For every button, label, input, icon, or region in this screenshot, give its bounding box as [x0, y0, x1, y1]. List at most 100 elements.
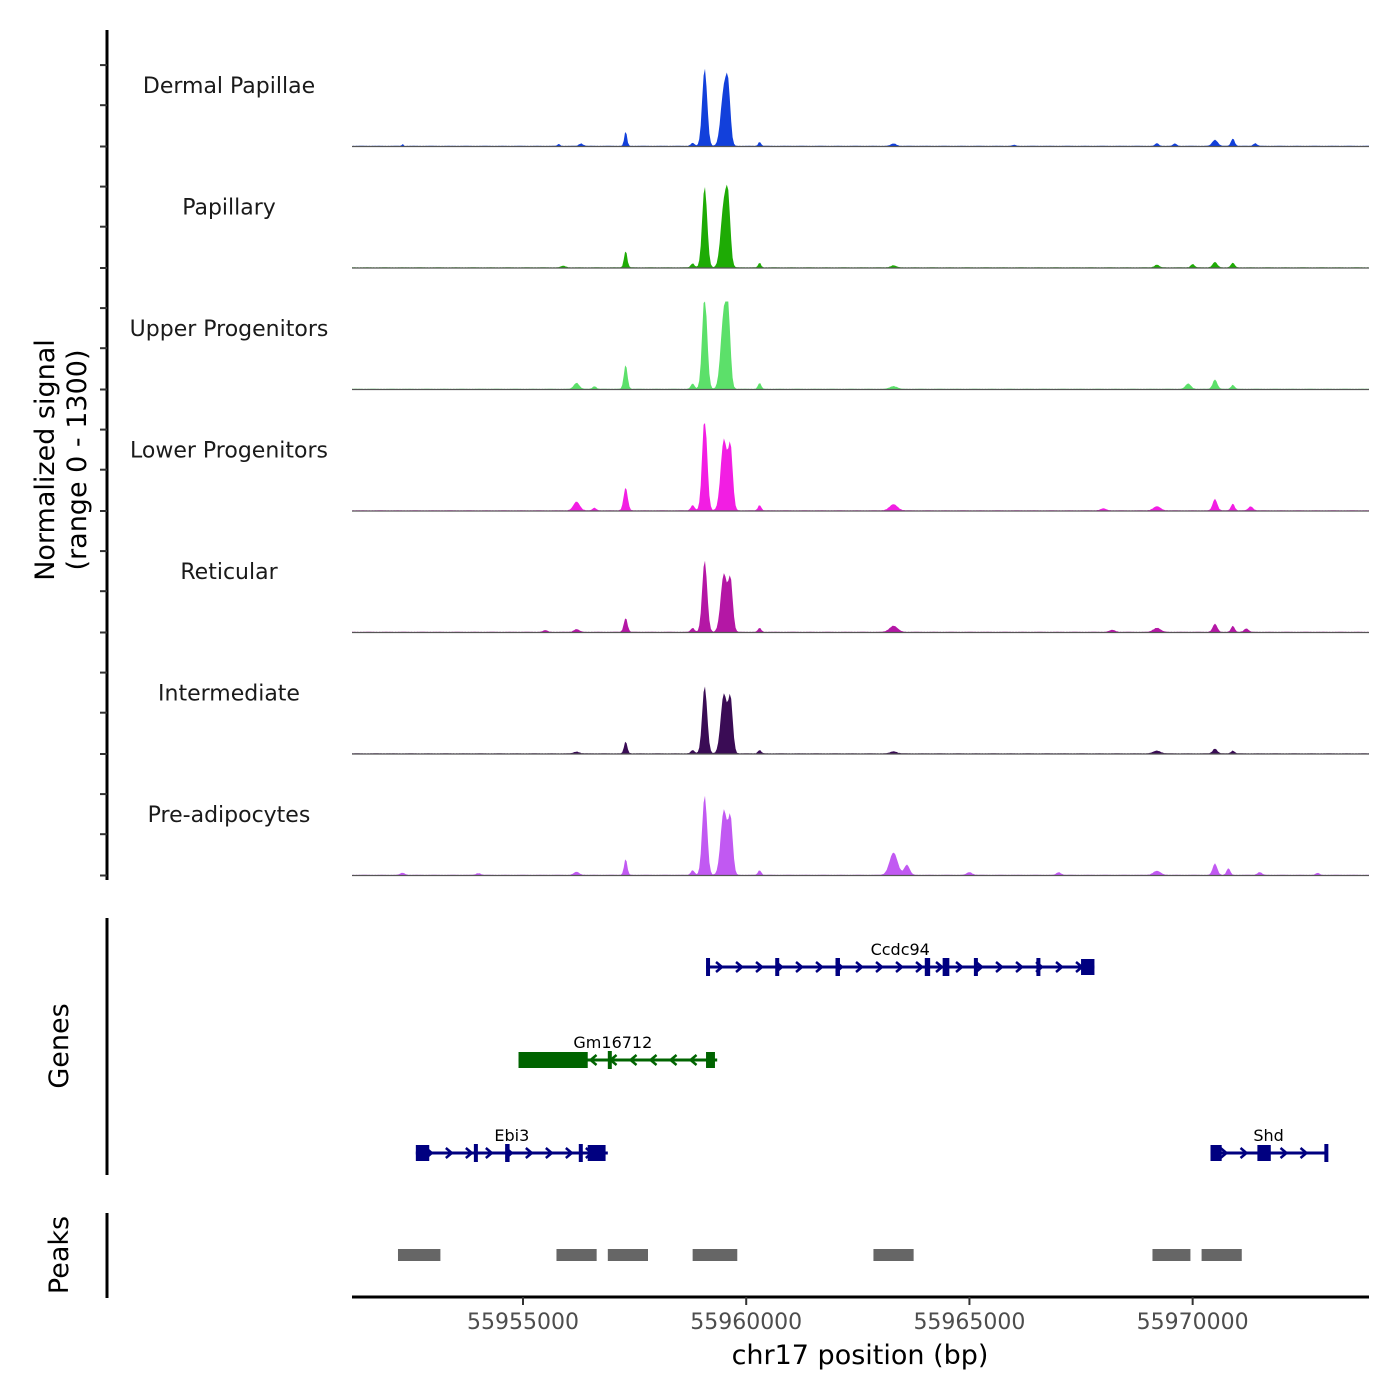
- signal-area: [352, 686, 1369, 754]
- gene-exon: [518, 1052, 588, 1068]
- signal-track-pre-adipocytes: Pre-adipocytes: [148, 795, 1369, 877]
- strand-arrow-icon: [525, 1147, 534, 1159]
- track-label: Reticular: [180, 560, 278, 585]
- signal-area: [352, 301, 1369, 390]
- peak-region: [556, 1249, 597, 1261]
- gene-ccdc94: Ccdc94: [706, 940, 1095, 976]
- gene-exon: [505, 1144, 510, 1162]
- x-ticks: 55955000 55960000 55965000 55970000: [467, 1297, 1249, 1335]
- peak-region: [607, 1249, 648, 1261]
- track-label: Lower Progenitors: [130, 439, 328, 464]
- genes-axis-title: Genes: [44, 1003, 75, 1088]
- strand-arrow-icon: [895, 961, 904, 973]
- track-label: Pre-adipocytes: [148, 803, 311, 828]
- gene-label: Shd: [1253, 1126, 1283, 1145]
- gene-exon: [924, 958, 931, 976]
- gene-exon: [1324, 1144, 1329, 1162]
- peak-region: [873, 1249, 914, 1261]
- strand-arrow-icon: [935, 961, 944, 973]
- strand-arrow-icon: [755, 961, 764, 973]
- signal-tracks: Dermal Papillae Papillary Upper Progenitor…: [130, 68, 1369, 877]
- strand-arrow-icon: [688, 1054, 698, 1066]
- strand-arrow-icon: [1279, 1147, 1289, 1159]
- strand-arrow-icon: [1055, 961, 1064, 973]
- peak-region: [692, 1249, 738, 1261]
- gene-track: Ccdc94 Gm16712 Ebi3 Shd: [415, 940, 1329, 1162]
- strand-arrow-icon: [588, 1054, 598, 1066]
- peak-region: [1201, 1249, 1242, 1261]
- track-label: Intermediate: [158, 682, 300, 707]
- strand-arrow-icon: [875, 961, 884, 973]
- strand-arrow-icon: [975, 961, 984, 973]
- signal-track-upper-progenitors: Upper Progenitors: [130, 301, 1369, 391]
- x-tick-label: 55960000: [690, 1310, 802, 1335]
- gene-exon: [835, 958, 840, 976]
- strand-arrow-icon: [465, 1147, 474, 1159]
- strand-arrow-icon: [445, 1147, 454, 1159]
- gene-exon: [587, 1145, 606, 1161]
- signal-track-reticular: Reticular: [180, 560, 1369, 634]
- gene-label: Ccdc94: [871, 940, 930, 959]
- gene-exon: [415, 1145, 430, 1161]
- signal-area: [352, 423, 1369, 511]
- x-axis-title: chr17 position (bp): [732, 1340, 989, 1371]
- signal-track-papillary: Papillary: [182, 184, 1369, 269]
- strand-arrow-icon: [1299, 1147, 1309, 1159]
- gene-exon: [1210, 1145, 1222, 1161]
- gene-label: Gm16712: [573, 1033, 652, 1052]
- strand-arrow-icon: [545, 1147, 554, 1159]
- gene-ebi3: Ebi3: [415, 1126, 608, 1162]
- peak-region: [1152, 1249, 1191, 1261]
- strand-arrow-icon: [485, 1147, 494, 1159]
- signal-area: [352, 184, 1369, 268]
- gene-exon: [1081, 959, 1095, 975]
- signal-track-dermal-papillae: Dermal Papillae: [143, 68, 1369, 148]
- signal-track-lower-progenitors: Lower Progenitors: [130, 423, 1369, 512]
- x-tick-label: 55955000: [467, 1310, 579, 1335]
- gene-exon: [973, 958, 978, 976]
- peaks-axis-title: Peaks: [44, 1216, 75, 1294]
- strand-arrow-icon: [648, 1054, 658, 1066]
- gene-gm16712: Gm16712: [518, 1033, 718, 1069]
- x-tick-label: 55970000: [1137, 1310, 1249, 1335]
- gene-exon: [1036, 958, 1041, 976]
- gene-exon: [1257, 1145, 1271, 1161]
- track-label: Upper Progenitors: [130, 317, 329, 342]
- signal-area: [352, 560, 1369, 633]
- strand-arrow-icon: [855, 961, 864, 973]
- gene-exon: [473, 1144, 478, 1162]
- strand-arrow-icon: [795, 961, 804, 973]
- strand-arrow-icon: [915, 961, 924, 973]
- x-tick-label: 55965000: [913, 1310, 1025, 1335]
- peak-track: [397, 1249, 1242, 1261]
- track-label: Papillary: [182, 196, 276, 221]
- strand-arrow-icon: [1239, 1147, 1249, 1159]
- strand-arrow-icon: [628, 1054, 638, 1066]
- peak-region: [397, 1249, 441, 1261]
- gene-exon: [706, 958, 711, 976]
- signal-axis-title: Normalized signal (range 0 - 1300): [30, 339, 93, 581]
- signal-area: [352, 68, 1369, 147]
- gene-exon: [578, 1144, 583, 1162]
- strand-arrow-icon: [668, 1054, 678, 1066]
- track-label: Dermal Papillae: [143, 74, 315, 99]
- signal-track-intermediate: Intermediate: [158, 682, 1369, 755]
- strand-arrow-icon: [565, 1147, 574, 1159]
- strand-arrow-icon: [1219, 1147, 1229, 1159]
- strand-arrow-icon: [715, 961, 724, 973]
- gene-exon: [942, 958, 950, 976]
- signal-axis-title-line1: Normalized signal: [30, 339, 61, 581]
- gene-exon: [775, 958, 780, 976]
- strand-arrow-icon: [735, 961, 744, 973]
- strand-arrow-icon: [1015, 961, 1024, 973]
- gene-shd: Shd: [1210, 1126, 1329, 1162]
- signal-area: [352, 795, 1369, 876]
- gene-label: Ebi3: [494, 1126, 529, 1145]
- gene-exon: [706, 1052, 715, 1068]
- strand-arrow-icon: [815, 961, 824, 973]
- gene-exon: [607, 1051, 612, 1069]
- signal-y-ticks: [100, 64, 107, 877]
- signal-axis-title-line2: (range 0 - 1300): [62, 350, 93, 571]
- strand-arrow-icon: [995, 961, 1004, 973]
